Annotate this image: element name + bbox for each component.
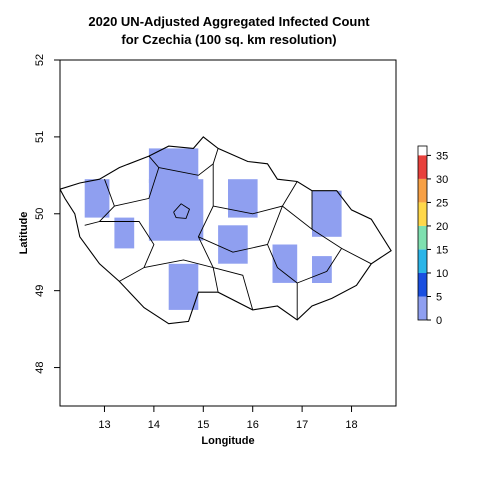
heatmap-cell — [228, 179, 258, 218]
region-boundary — [297, 248, 342, 284]
x-tick-label: 13 — [98, 419, 110, 431]
heatmap-cell — [84, 179, 110, 218]
country-borders — [59, 136, 392, 325]
legend-tick-label: 25 — [436, 197, 448, 209]
plot-frame — [59, 59, 397, 407]
color-legend: 0 5 10 15 20 25 30 35 — [417, 145, 448, 327]
plot-area — [59, 59, 397, 407]
heatmap-cell — [272, 244, 298, 283]
x-tick-label: 18 — [345, 419, 357, 431]
legend-swatch — [418, 249, 427, 273]
region-boundary — [143, 259, 219, 293]
legend-tick-label: 20 — [436, 221, 448, 233]
legend-tick-label: 30 — [436, 174, 448, 186]
heatmap-cell — [148, 148, 199, 183]
region-boundary — [99, 221, 155, 282]
legend-swatch — [418, 296, 427, 320]
legend-frame — [417, 145, 428, 321]
x-tick-label: 15 — [197, 419, 209, 431]
chart-title: 2020 UN-Adjusted Aggregated Infected Cou… — [88, 14, 370, 29]
region-boundary — [213, 181, 298, 215]
y-axis: 48 49 50 51 52 — [34, 54, 60, 374]
legend-tick-label: 5 — [436, 292, 442, 304]
region-boundary — [198, 205, 283, 253]
region-boundary — [267, 244, 298, 320]
region-boundary — [158, 148, 219, 176]
legend-tick-label: 35 — [436, 150, 448, 162]
x-tick-label: 16 — [247, 419, 259, 431]
legend-swatch — [418, 273, 427, 297]
y-tick-label: 51 — [34, 131, 46, 143]
heatmap-cell — [218, 225, 248, 264]
x-tick-label: 14 — [148, 419, 160, 431]
heatmap-cell — [168, 263, 199, 310]
region-boundary — [197, 163, 214, 268]
legend-tick-label: 15 — [436, 245, 448, 257]
country-outline — [59, 136, 392, 325]
x-axis: 13 14 15 16 17 18 — [98, 406, 358, 431]
heatmap-cell — [312, 190, 342, 237]
x-tick-label: 17 — [296, 419, 308, 431]
heatmap-cells — [84, 148, 342, 310]
x-axis-label: Longitude — [201, 435, 254, 447]
legend-swatch — [418, 155, 427, 179]
heatmap-cell — [312, 256, 332, 283]
chart-subtitle: for Czechia (100 sq. km resolution) — [121, 32, 336, 47]
region-boundary — [114, 155, 160, 207]
legend-swatch — [418, 202, 427, 226]
legend-swatch — [418, 225, 427, 250]
legend-swatch — [418, 178, 427, 203]
y-axis-label: Latitude — [18, 212, 30, 255]
y-tick-label: 48 — [34, 361, 46, 373]
region-boundary — [213, 267, 254, 311]
region-boundary — [173, 203, 191, 219]
region-boundary — [84, 179, 115, 226]
region-boundary — [282, 190, 313, 231]
y-tick-label: 49 — [34, 285, 46, 297]
y-tick-label: 50 — [34, 208, 46, 220]
legend-tick-label: 10 — [436, 268, 448, 280]
heatmap-cell — [114, 217, 135, 249]
legend-tick-label: 0 — [436, 315, 442, 327]
y-tick-label: 52 — [34, 54, 46, 66]
